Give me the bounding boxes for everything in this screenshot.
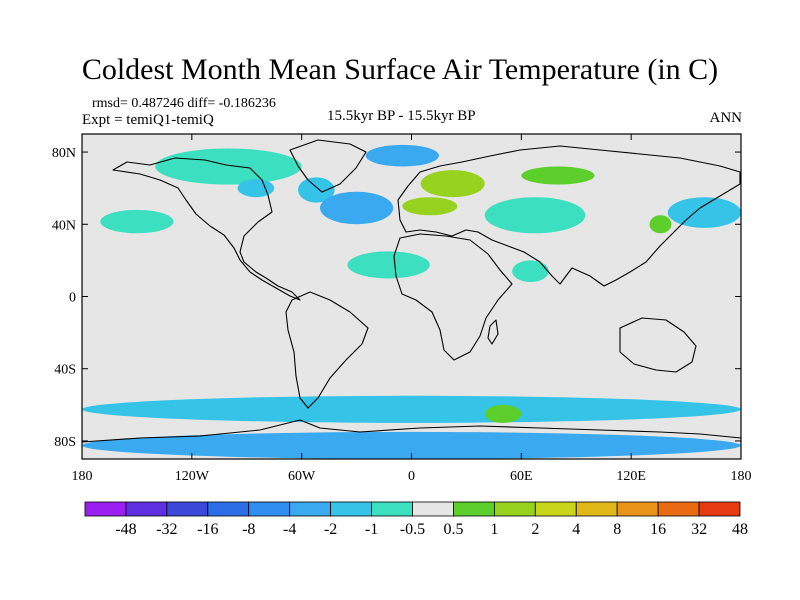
coastlines [82, 139, 741, 443]
colorbar-label: 16 [650, 521, 666, 538]
colorbar-label: 2 [531, 521, 539, 538]
coastline-antarctica [82, 419, 741, 443]
period-label: 15.5kyr BP - 15.5kyr BP [327, 108, 476, 124]
region-eastern-pacific [100, 209, 174, 234]
colorbar-label: -48 [115, 521, 136, 538]
region-greenland-sea [365, 144, 439, 167]
x-tick-label: 60W [288, 469, 316, 484]
region-western-siberia [521, 166, 595, 185]
stats-label: rmsd= 0.487246 diff= -0.186236 [92, 96, 276, 111]
region-hudson-bay [237, 179, 275, 198]
region-arctic-canada [155, 148, 302, 185]
colorbar-label: 32 [691, 521, 707, 538]
coastline-africa [393, 233, 513, 361]
coastline-eurasia [397, 145, 741, 287]
colorbar-label: -2 [324, 521, 337, 538]
region-western-europe [402, 197, 458, 216]
region-scandinavia [420, 170, 485, 198]
experiment-label: Expt = temiQ1-temiQ [82, 112, 214, 128]
colorbar-swatch [616, 501, 659, 517]
y-tick-label: 80N [52, 146, 76, 161]
season-label: ANN [709, 110, 743, 126]
colorbar-swatch [207, 501, 250, 517]
y-tick-label: 0 [69, 291, 76, 306]
colorbar-swatch [657, 501, 700, 517]
y-tick-label: 40S [54, 363, 76, 378]
colorbar-swatch [371, 501, 413, 517]
colorbar-swatch [84, 501, 127, 517]
y-tick-label: 40N [52, 218, 76, 233]
coastline-australia [619, 317, 697, 373]
colorbar-swatch [575, 501, 618, 517]
region-arabian-sea [512, 260, 549, 283]
region-antarctica [82, 431, 741, 459]
y-tick-label: 80S [54, 435, 76, 450]
colorbar-label: -8 [242, 521, 255, 538]
colorbar-swatch [453, 501, 495, 517]
coastline-madagascar [487, 319, 499, 345]
colorbar-swatch [493, 501, 536, 517]
colorbar-label: -0.5 [400, 521, 425, 538]
region-tropical-atlantic [347, 251, 430, 279]
colorbar-swatch [289, 501, 332, 517]
region-north-atlantic [319, 191, 394, 225]
x-tick-label: 120W [175, 469, 210, 484]
coastline-north-america [112, 157, 301, 301]
colorbar-label: -32 [156, 521, 177, 538]
region-indian-ocean-sector [484, 404, 522, 423]
x-tick-label: 180 [72, 469, 93, 484]
coastline-greenland [289, 139, 367, 193]
y-axis: 80N 40N 0 40S 80S [52, 146, 741, 450]
colorbar-swatch [412, 501, 454, 517]
colorbar-swatch [166, 501, 209, 517]
colorbar-label: 8 [613, 521, 621, 538]
x-axis: 180 120W 60W 0 60E 120E 180 [72, 134, 752, 484]
colorbar-swatch [330, 501, 372, 517]
colorbar-swatch [534, 501, 577, 517]
colorbar-swatch [248, 501, 291, 517]
region-japan [649, 215, 672, 234]
colorbar-label: 4 [572, 521, 580, 538]
region-central-asia [484, 197, 586, 234]
colorbar-label: 48 [732, 521, 748, 538]
region-southern-ocean [82, 395, 741, 423]
colorbar-swatch [698, 501, 741, 517]
x-tick-label: 0 [408, 469, 415, 484]
chart-title: Coldest Month Mean Surface Air Temperatu… [81, 53, 719, 86]
region-north-pacific [667, 197, 741, 228]
colorbar: -48 -32 -16 -8 -4 -2 -1 -0.5 0.5 1 2 4 8 16 32 48 [84, 501, 748, 538]
colorbar-label: 1 [490, 521, 498, 538]
region-labrador-sea [298, 177, 335, 203]
colorbar-label: -1 [365, 521, 378, 538]
x-tick-label: 120E [616, 469, 646, 484]
colorbar-label: -4 [283, 521, 296, 538]
colorbar-swatch [125, 501, 168, 517]
x-tick-label: 180 [731, 469, 752, 484]
colorbar-label: -16 [197, 521, 218, 538]
colorbar-label: 0.5 [443, 521, 463, 538]
coastline-south-america [285, 291, 369, 409]
x-tick-label: 60E [510, 469, 533, 484]
